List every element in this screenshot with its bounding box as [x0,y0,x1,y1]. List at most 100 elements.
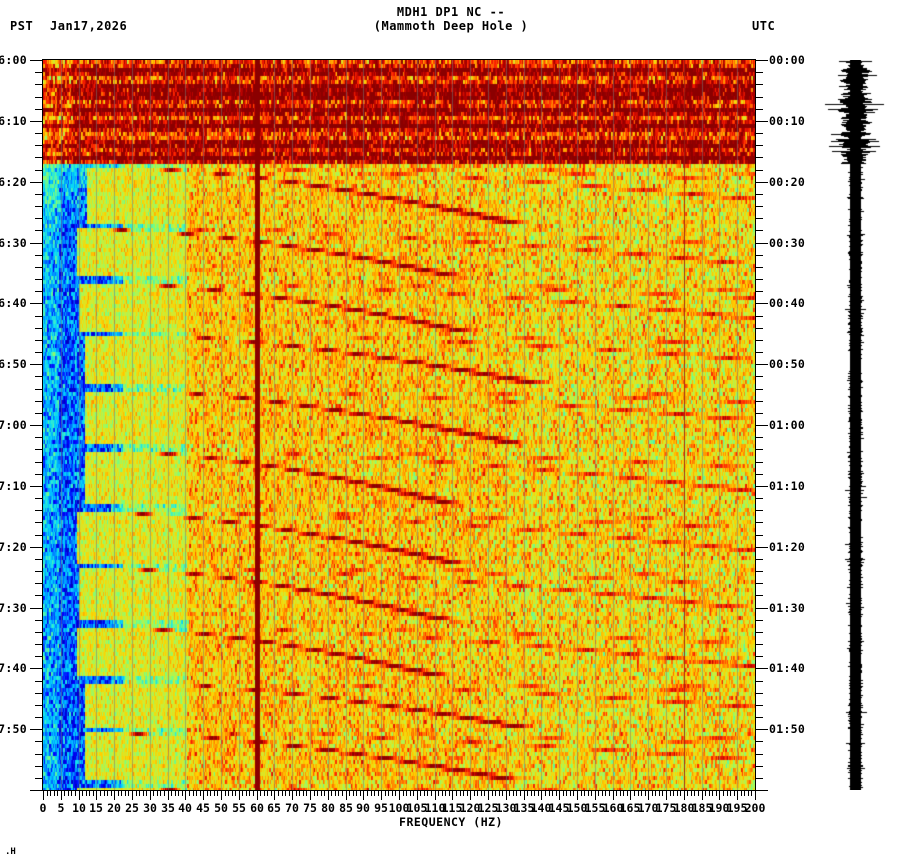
date-label: Jan17,2026 [50,19,128,33]
x-tick-minor [513,791,514,796]
y-tick-right-major [756,60,768,61]
x-axis-label: 75 [303,801,317,815]
x-tick-minor [128,791,129,796]
x-tick-minor [620,791,621,796]
x-tick-minor [64,791,65,796]
y-tick-right-minor [756,595,763,596]
y-tick-right-minor [756,401,763,402]
x-tick-minor [182,791,183,796]
y-tick-left-minor [35,754,42,755]
x-tick-minor [570,791,571,796]
x-tick-major [613,791,614,800]
x-tick-minor [189,791,190,796]
x-tick-minor [57,791,58,796]
x-tick-minor [54,791,55,796]
x-tick-major [132,791,133,800]
x-tick-minor [93,791,94,796]
x-tick-minor [50,791,51,796]
y-tick-right-minor [756,498,763,499]
x-tick-minor [748,791,749,796]
x-tick-minor [342,791,343,796]
x-tick-minor [285,791,286,796]
y-tick-right-major [756,182,768,183]
y-tick-right-minor [756,97,763,98]
y-tick-left-major [30,121,42,122]
x-tick-major [719,791,720,800]
x-tick-major [274,791,275,800]
x-tick-minor [616,791,617,796]
x-tick-minor [623,791,624,796]
x-tick-minor [477,791,478,796]
y-tick-right-major [756,303,768,304]
x-tick-minor [143,791,144,796]
x-tick-minor [445,791,446,796]
y-tick-left-minor [35,717,42,718]
x-tick-minor [47,791,48,796]
y-tick-left-minor [35,559,42,560]
x-tick-minor [573,791,574,796]
x-axis-label: 60 [250,801,264,815]
x-tick-major [150,791,151,800]
x-axis-label: 150 [566,801,588,815]
y-tick-left-minor [35,170,42,171]
x-tick-minor [705,791,706,796]
y-tick-left-major [30,182,42,183]
x-tick-minor [424,791,425,796]
x-axis-title: FREQUENCY (HZ) [399,815,503,829]
x-tick-minor [217,791,218,796]
x-tick-minor [744,791,745,796]
y-tick-right-minor [756,656,763,657]
x-axis-label: 180 [673,801,695,815]
y-tick-left-minor [35,352,42,353]
y-tick-left-major [30,243,42,244]
x-tick-minor [751,791,752,796]
y-tick-left-minor [35,194,42,195]
x-tick-minor [588,791,589,796]
y-tick-right-minor [756,559,763,560]
x-tick-major [541,791,542,800]
x-tick-major [221,791,222,800]
x-tick-minor [338,791,339,796]
y-axis-right-label: 01:30 [769,601,806,615]
x-tick-minor [545,791,546,796]
x-tick-major [559,791,560,800]
x-tick-minor [652,791,653,796]
y-tick-right-minor [756,170,763,171]
x-tick-major [114,791,115,800]
y-tick-right-minor [756,255,763,256]
x-tick-minor [670,791,671,796]
x-axis-label: 0 [39,801,47,815]
x-tick-minor [481,791,482,796]
y-tick-left-minor [35,84,42,85]
x-tick-minor [531,791,532,796]
y-tick-left-minor [35,693,42,694]
x-tick-minor [121,791,122,796]
y-tick-right-minor [756,230,763,231]
x-tick-minor [157,791,158,796]
x-axis-label: 175 [655,801,677,815]
x-axis-label: 185 [691,801,713,815]
x-tick-minor [242,791,243,796]
x-axis-label: 30 [143,801,157,815]
y-tick-right-minor [756,522,763,523]
y-tick-left-minor [35,766,42,767]
y-tick-right-minor [756,84,763,85]
x-tick-major [648,791,649,800]
y-tick-right-minor [756,644,763,645]
x-tick-major [43,791,44,800]
x-tick-minor [267,791,268,796]
x-tick-minor [734,791,735,796]
x-axis-label: 160 [602,801,624,815]
spectrogram-plot[interactable] [43,60,755,790]
y-tick-right-minor [756,583,763,584]
y-tick-right-minor [756,279,763,280]
y-axis-left-label: 16:20 [0,175,27,189]
x-tick-major [346,791,347,800]
x-axis-label: 20 [107,801,121,815]
x-tick-minor [727,791,728,796]
y-tick-right-major [756,608,768,609]
y-tick-left-minor [35,437,42,438]
x-tick-minor [385,791,386,796]
x-axis-label: 135 [513,801,535,815]
x-tick-major [310,791,311,800]
